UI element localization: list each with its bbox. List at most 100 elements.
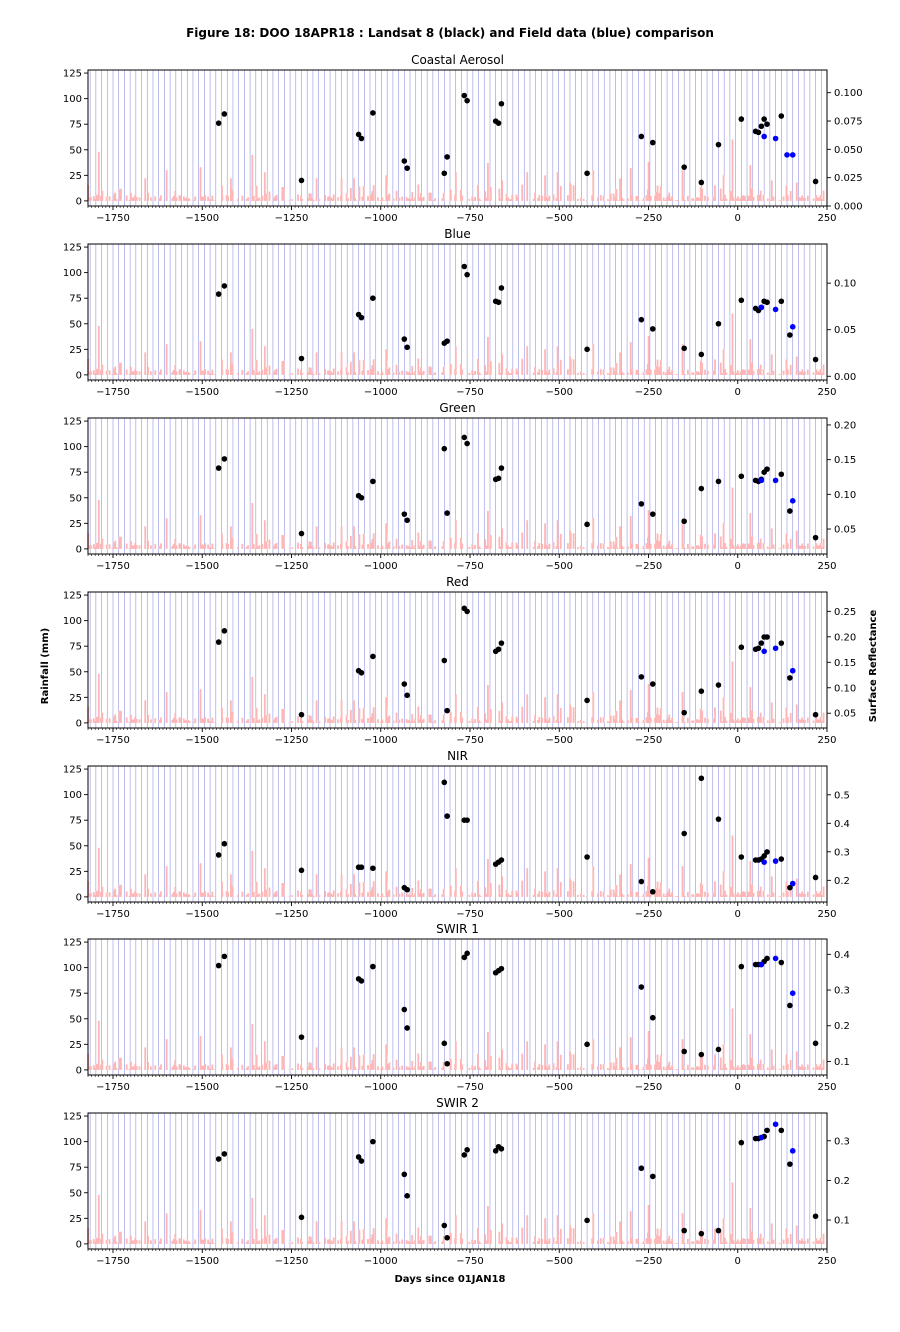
- rainfall-bar: [297, 1063, 299, 1070]
- rainfall-bar: [202, 892, 205, 897]
- rainfall-bar: [701, 536, 704, 549]
- rainfall-bar: [769, 199, 772, 201]
- rainfall-bar: [92, 892, 95, 897]
- y-axis-label-left: Rainfall (mm): [40, 628, 51, 704]
- rainfall-bar: [112, 368, 115, 375]
- rainfall-bar: [118, 536, 121, 549]
- rainfall-bar: [442, 714, 445, 723]
- rainfall-bar: [521, 358, 524, 375]
- rainfall-bar: [405, 719, 408, 723]
- rainfall-bar: [501, 702, 504, 723]
- rainfall-bar: [622, 199, 625, 201]
- rainfall-bar: [699, 534, 702, 549]
- rainfall-bar: [758, 194, 761, 201]
- rainfall-bar: [355, 722, 358, 723]
- rainfall-bar: [265, 1236, 268, 1244]
- landsat-point: [221, 840, 228, 847]
- rainfall-bar: [237, 198, 239, 201]
- rainfall-bar: [147, 1061, 149, 1070]
- y-axis-label-right: Surface Reflectance: [868, 610, 879, 723]
- rainfall-bar: [307, 371, 309, 375]
- rainfall-bar: [349, 187, 352, 201]
- rainfall-bar: [484, 1234, 486, 1244]
- rainfall-bar: [377, 197, 379, 201]
- rainfall-bar: [354, 545, 357, 549]
- rainfall-bar: [288, 200, 291, 201]
- rainfall-bar: [345, 1236, 348, 1244]
- rainfall-bar: [381, 371, 384, 375]
- rainfall-bar: [608, 1242, 611, 1244]
- rainfall-bar: [672, 1243, 675, 1245]
- rainfall-bar: [354, 719, 357, 723]
- rainfall-bar: [188, 546, 191, 549]
- rainfall-bar: [786, 369, 789, 375]
- rainfall-bar: [712, 196, 715, 201]
- rainfall-bar: [654, 543, 656, 549]
- rainfall-bar: [468, 546, 471, 549]
- rainfall-bar: [355, 548, 358, 549]
- rainfall-bar: [798, 719, 801, 723]
- rainfall-bar: [247, 371, 249, 375]
- rainfall-bar: [207, 718, 209, 723]
- rainfall-bar: [779, 373, 782, 375]
- rainfall-bar: [120, 884, 122, 897]
- rainfall-bar: [622, 373, 625, 375]
- rainfall-bar: [332, 542, 335, 549]
- rainfall-bar: [721, 547, 724, 549]
- rainfall-bar: [515, 890, 518, 897]
- rainfall-bar: [597, 719, 599, 723]
- rainfall-bar: [508, 199, 511, 201]
- panel-title: NIR: [447, 749, 468, 763]
- rainfall-bar: [419, 367, 422, 375]
- rainfall-bar: [428, 1061, 431, 1070]
- rainfall-bar: [180, 195, 182, 201]
- rainfall-bar: [131, 719, 134, 723]
- rainfall-bar: [638, 722, 641, 723]
- rainfall-bar: [686, 369, 689, 375]
- rainfall-bar: [692, 720, 695, 723]
- rainfall-bar: [732, 545, 735, 549]
- rainfall-bar: [340, 526, 343, 549]
- rainfall-bar: [818, 1240, 821, 1244]
- rainfall-bar: [237, 894, 239, 897]
- rainfall-bar: [479, 1069, 482, 1070]
- rainfall-bar: [772, 370, 775, 375]
- rainfall-bar: [154, 892, 157, 897]
- rainfall-bar: [665, 719, 668, 723]
- rainfall-bar: [487, 163, 489, 201]
- rainfall-bar: [741, 369, 744, 375]
- rainfall-bar: [572, 881, 575, 897]
- field-point: [761, 648, 767, 655]
- rainfall-bar: [582, 547, 585, 549]
- rainfall-bar: [412, 547, 415, 549]
- rainfall-bar: [247, 1066, 249, 1070]
- rainfall-bar: [744, 1064, 746, 1070]
- rainfall-bar: [567, 1064, 569, 1070]
- rainfall-bar: [90, 197, 92, 201]
- rainfall-bar: [614, 371, 616, 375]
- rainfall-bar: [158, 894, 161, 897]
- rainfall-bar: [265, 889, 268, 897]
- rainfall-bar: [789, 712, 792, 723]
- rainfall-bar: [138, 893, 141, 897]
- rainfall-bar: [612, 541, 615, 549]
- rainfall-bar: [592, 170, 595, 201]
- rainfall-bar: [579, 1240, 582, 1244]
- rainfall-bar: [471, 544, 474, 549]
- rainfall-bar: [274, 369, 277, 375]
- rainfall-bar: [544, 523, 546, 549]
- rainfall-bar: [97, 499, 100, 549]
- landsat-point: [698, 179, 705, 186]
- rainfall-bar: [114, 540, 117, 549]
- rainfall-bar: [194, 1065, 197, 1070]
- rainfall-bar: [405, 893, 408, 897]
- rainfall-bar: [358, 708, 361, 723]
- rainfall-bar: [545, 370, 548, 375]
- x-tick-label: −500: [546, 1082, 573, 1093]
- rainfall-bar: [770, 1223, 773, 1244]
- rainfall-bar: [521, 184, 524, 201]
- rainfall-bar: [647, 162, 650, 201]
- landsat-point: [681, 164, 687, 170]
- rainfall-bar: [802, 372, 805, 375]
- rainfall-bar: [675, 200, 678, 201]
